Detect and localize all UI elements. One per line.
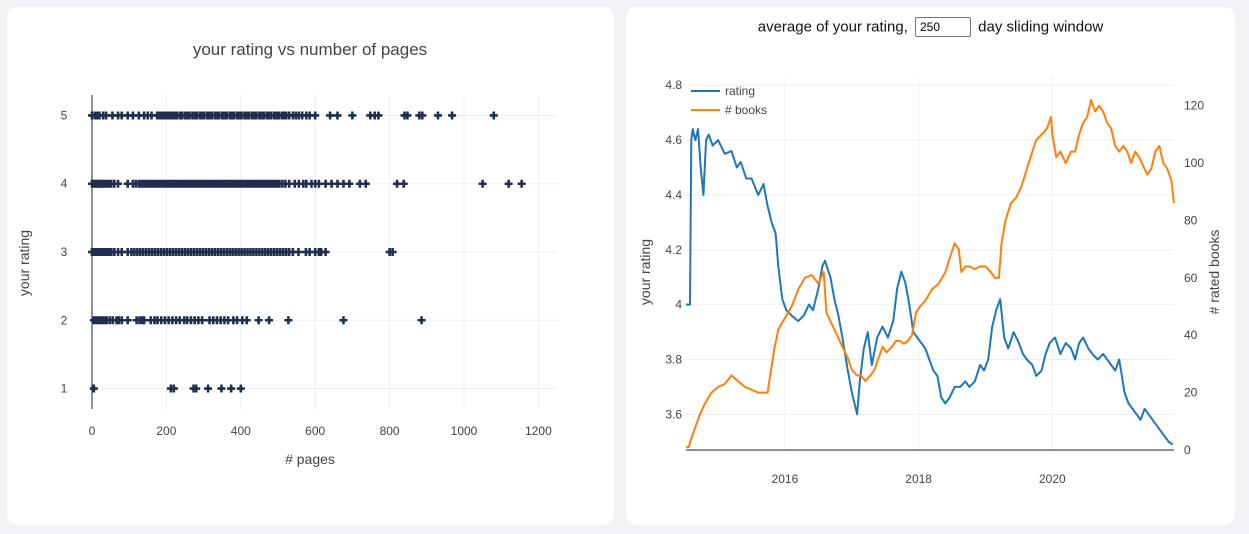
- scatter-point: [393, 179, 402, 188]
- scatter-point: [478, 179, 487, 188]
- scatter-point: [204, 384, 213, 393]
- legend: rating # books: [691, 84, 767, 117]
- x-axis-label: # pages: [285, 451, 335, 467]
- axis-ticks: 2016 2018 2020 3.6 3.8 4 4.2 4.4 4.6 4.8 0 20 40 60 80…: [665, 78, 1204, 486]
- window-days-input[interactable]: [915, 17, 971, 37]
- x-tick-label: 0: [89, 424, 96, 438]
- header-prefix: average of your rating,: [757, 18, 908, 36]
- y-left-tick-label: 3.6: [665, 407, 682, 421]
- scatter-point: [504, 179, 513, 188]
- y-right-tick-label: 0: [1184, 443, 1191, 457]
- sliding-average-chart: your rating # rated books 2016 2018 2020 3.…: [637, 77, 1222, 486]
- scatter-point: [321, 248, 330, 256]
- scatter-point: [417, 316, 426, 325]
- x-tick-label: 2018: [905, 472, 932, 486]
- scatter-point: [403, 111, 412, 120]
- sliding-window-header: average of your rating, day sliding wind…: [626, 17, 1235, 37]
- y-right-tick-label: 40: [1184, 328, 1198, 342]
- legend-label: # books: [725, 103, 767, 117]
- scatter-point: [114, 179, 123, 188]
- scatter-point: [348, 111, 357, 120]
- scatter-point: [192, 384, 201, 393]
- header-suffix: day sliding window: [978, 18, 1104, 36]
- scatter-point: [169, 384, 178, 393]
- x-tick-label: 1200: [525, 424, 552, 438]
- y-right-tick-label: 120: [1184, 99, 1204, 113]
- y-right-tick-label: 80: [1184, 213, 1198, 227]
- scatter-point: [433, 111, 442, 120]
- scatter-point: [217, 384, 226, 393]
- scatter-point: [399, 179, 408, 188]
- x-tick-label: 200: [156, 424, 176, 438]
- scatter-point: [448, 111, 457, 120]
- scatter-point: [339, 316, 348, 325]
- scatter-point: [227, 384, 236, 393]
- scatter-point: [489, 111, 498, 120]
- scatter-point: [140, 316, 149, 325]
- legend-label: rating: [725, 84, 755, 98]
- axis-ticks: 0 200 400 600 800 1000 1200 1 2 3 4 5: [61, 108, 552, 438]
- scatter-point: [254, 316, 263, 325]
- y-tick-label: 5: [61, 108, 68, 122]
- rating-line: [686, 128, 1174, 446]
- scatter-point: [284, 316, 293, 325]
- scatter-point: [123, 316, 132, 325]
- scatter-point: [517, 179, 526, 188]
- scatter-point: [314, 179, 323, 188]
- x-tick-label: 800: [380, 424, 400, 438]
- scatter-point: [326, 111, 335, 120]
- scatter-point: [311, 111, 320, 120]
- x-tick-label: 2020: [1039, 472, 1066, 486]
- y-left-tick-label: 4.4: [665, 188, 682, 202]
- scatter-point: [374, 111, 383, 120]
- scatter-point: [236, 384, 245, 393]
- y-axis-label-right: # rated books: [1206, 230, 1222, 315]
- y-axis-label-left: your rating: [637, 239, 653, 305]
- scatter-point: [388, 248, 397, 256]
- y-axis-label: your rating: [16, 230, 32, 296]
- scatter-point: [345, 179, 354, 188]
- y-tick-label: 3: [61, 245, 68, 259]
- scatter-point: [89, 384, 98, 393]
- scatter-point: [198, 316, 207, 325]
- scatter-point: [242, 316, 251, 325]
- y-left-tick-label: 4.8: [665, 78, 682, 92]
- left-chart-card: your rating vs number of pages # pages y…: [7, 7, 614, 525]
- y-left-tick-label: 4.6: [665, 133, 682, 147]
- y-left-tick-label: 4: [675, 298, 682, 312]
- grid: [686, 77, 1174, 451]
- y-tick-label: 2: [61, 313, 68, 327]
- x-tick-label: 600: [305, 424, 325, 438]
- y-left-tick-label: 3.8: [665, 352, 682, 366]
- x-tick-label: 1000: [451, 424, 478, 438]
- chart-title: your rating vs number of pages: [193, 40, 427, 59]
- books-line: [686, 99, 1175, 449]
- scatter-point: [333, 111, 342, 120]
- x-tick-label: 2016: [772, 472, 799, 486]
- scatter-point: [361, 179, 370, 188]
- rating-vs-pages-chart: your rating vs number of pages # pages y…: [16, 40, 557, 467]
- scatter-point: [265, 316, 274, 325]
- scatter-point: [418, 111, 427, 120]
- y-left-tick-label: 4.2: [665, 243, 682, 257]
- right-chart-card: average of your rating, day sliding wind…: [626, 7, 1235, 525]
- scatter-point: [294, 248, 303, 256]
- y-right-tick-label: 20: [1184, 386, 1198, 400]
- series-lines: [686, 99, 1175, 449]
- y-tick-label: 4: [61, 177, 68, 191]
- y-tick-label: 1: [61, 382, 68, 396]
- y-right-tick-label: 100: [1184, 156, 1204, 170]
- x-tick-label: 400: [231, 424, 251, 438]
- scatter-points: [88, 111, 526, 393]
- y-right-tick-label: 60: [1184, 271, 1198, 285]
